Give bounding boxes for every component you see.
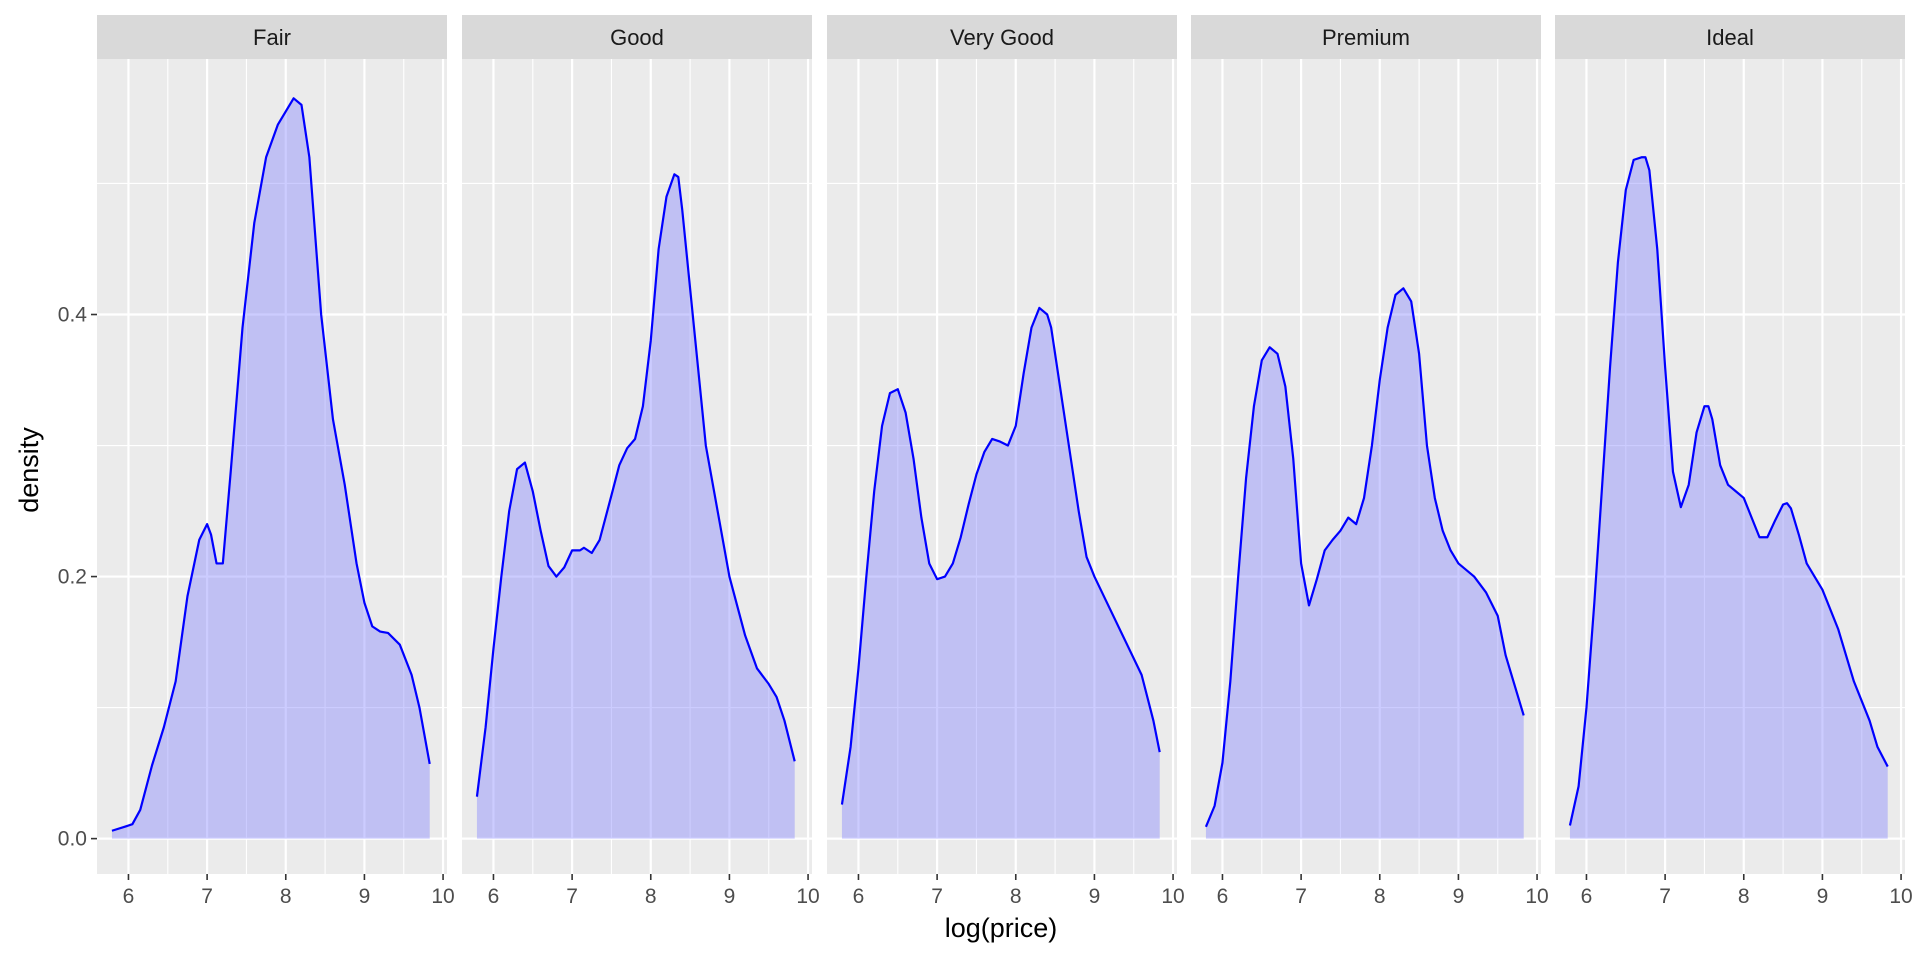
facet-strip-label: Good	[610, 25, 664, 50]
x-tick-label: 6	[1581, 885, 1593, 908]
x-tick-label: 7	[201, 885, 213, 908]
y-axis-title: density	[14, 427, 44, 513]
facet-strip	[1191, 15, 1541, 59]
y-tick-label: 0.2	[58, 566, 87, 589]
facet-panel-fair: Fair 6 7 8 9 10	[97, 15, 455, 908]
panel-background	[1191, 59, 1541, 874]
x-tick-label: 9	[1453, 885, 1465, 908]
x-tick-label: 6	[488, 885, 500, 908]
x-tick-label: 10	[1889, 885, 1912, 908]
x-tick-label: 6	[1217, 885, 1229, 908]
facet-strip	[97, 15, 447, 59]
x-tick-label: 7	[1659, 885, 1671, 908]
x-tick-label: 8	[280, 885, 292, 908]
density-line	[475, 173, 796, 797]
density-area	[1205, 288, 1524, 839]
x-tick-label: 6	[123, 885, 135, 908]
facet-panel-premium: Premium 6 7 8 9 10	[1191, 15, 1549, 908]
x-tick-label: 7	[566, 885, 578, 908]
x-tick-label: 10	[1161, 885, 1184, 908]
x-tick-label: 8	[1010, 885, 1022, 908]
x-tick-label: 8	[1374, 885, 1386, 908]
x-axis-title: log(price)	[945, 913, 1058, 943]
x-tick-label: 8	[645, 885, 657, 908]
density-line	[1204, 287, 1525, 828]
panel-background	[827, 59, 1177, 874]
facet-strip	[462, 15, 812, 59]
x-tick-label: 10	[431, 885, 454, 908]
y-tick-label: 0.4	[58, 304, 88, 327]
facet-panel-very-good: Very Good 6 7 8 9 10	[827, 15, 1185, 908]
y-tick-label: 0.0	[58, 828, 87, 851]
density-area	[841, 307, 1160, 839]
panel-background	[97, 59, 447, 874]
x-tick-label: 9	[359, 885, 371, 908]
facet-strip	[827, 15, 1177, 59]
facet-strip	[1555, 15, 1905, 59]
density-line	[840, 306, 1161, 805]
x-tick-label: 7	[1295, 885, 1307, 908]
x-tick-label: 10	[1525, 885, 1548, 908]
x-tick-label: 10	[796, 885, 819, 908]
density-area	[1569, 157, 1888, 839]
x-tick-label: 7	[931, 885, 943, 908]
x-tick-label: 9	[1089, 885, 1101, 908]
x-tick-label: 9	[1817, 885, 1829, 908]
facet-strip-label: Very Good	[950, 25, 1054, 50]
x-tick-label: 6	[853, 885, 865, 908]
facet-strip-label: Fair	[253, 25, 291, 50]
facet-strip-label: Premium	[1322, 25, 1410, 50]
density-area	[111, 98, 430, 839]
density-line	[111, 97, 431, 832]
facet-panel-good: Good 6 7 8 9 10	[462, 15, 820, 908]
facet-panel-ideal: Ideal 6 7 8 9 10	[1555, 15, 1913, 908]
density-area	[476, 174, 795, 839]
facet-strip-label: Ideal	[1706, 25, 1754, 50]
y-axis: 0.0 0.2 0.4	[58, 304, 97, 851]
x-tick-label: 8	[1738, 885, 1750, 908]
density-line	[1568, 156, 1889, 826]
panel-background	[1555, 59, 1905, 874]
x-tick-label: 9	[724, 885, 736, 908]
